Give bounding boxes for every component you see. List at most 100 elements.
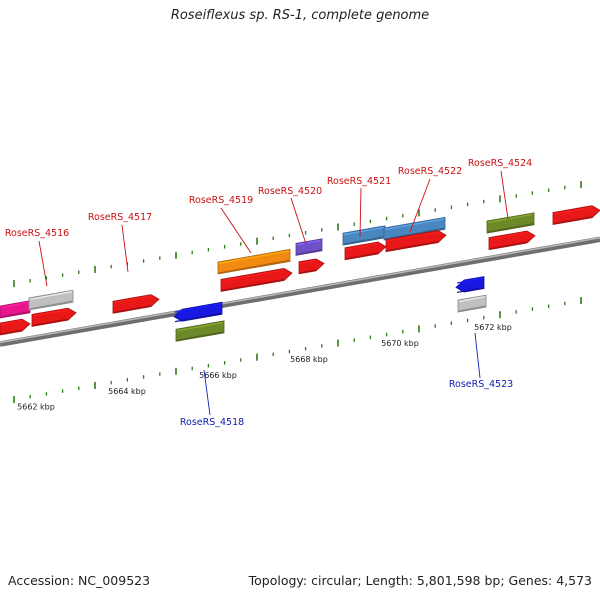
genome-backbone-layer	[0, 236, 600, 347]
genome-summary-text: Topology: circular; Length: 5,801,598 bp…	[248, 573, 592, 588]
scale-label-kbp: 5670 kbp	[381, 339, 419, 348]
gene-feature-gray-body	[28, 289, 74, 311]
gene-feature-cds-shadow	[299, 269, 317, 274]
gene-feature-purple-shadow	[296, 249, 322, 255]
gene-label-leader	[500, 170, 509, 220]
gene-feature-olive-highlight	[176, 321, 224, 332]
gene-label-leader	[474, 332, 481, 379]
gene-feature-cds-body	[220, 268, 293, 292]
gene-label-leader	[359, 187, 362, 238]
gene-label-leader	[38, 240, 48, 287]
gene-label: RoseRS_4516	[5, 228, 69, 239]
gene-feature-olive-shadow	[487, 223, 534, 233]
labels: 5662 kbp 5664 kbp 5666 kbp 5668 kbp 5670 kbp…	[5, 158, 532, 428]
gene-feature-blue	[455, 276, 485, 294]
gene-feature-blue-shadow	[174, 312, 222, 323]
gene-feature-olive-body	[175, 320, 225, 342]
gene-feature-cds-shadow	[386, 240, 439, 252]
gene-feature-olive	[175, 320, 225, 342]
gene-feature-blue-shadow	[456, 286, 484, 294]
gene-feature-orange	[217, 248, 291, 275]
gene-feature-blue	[173, 301, 223, 323]
gene-feature-cds-shadow	[489, 241, 528, 250]
gene-feature-cds-body	[385, 230, 447, 253]
gene-feature-cds-highlight	[299, 259, 317, 264]
gene-feature-cds-highlight	[553, 206, 593, 215]
gene-feature-cds-shadow	[0, 329, 23, 335]
gene-feature-steel	[383, 216, 446, 241]
gene-feature-purple-highlight	[296, 239, 322, 246]
gene-feature-blue-highlight	[456, 277, 484, 284]
gene-feature-gray-shadow	[29, 300, 73, 310]
accession-text: Accession: NC_009523	[8, 573, 151, 588]
gene-feature-cds-highlight	[113, 295, 152, 304]
scale-label-kbp: 5664 kbp	[108, 387, 146, 396]
scale-label-kbp: 5666 kbp	[199, 371, 237, 380]
gene-feature-pink-body	[0, 300, 31, 319]
gene-feature-cds-body	[344, 241, 387, 261]
gene-feature-orange-shadow	[218, 259, 290, 274]
gene-label-leader	[409, 178, 431, 233]
gene-feature-cds-shadow	[553, 216, 593, 225]
gene-features	[0, 205, 600, 342]
gene-feature-steel-shadow	[343, 236, 385, 245]
gene-feature-cds	[31, 307, 77, 327]
gene-label: RoseRS_4523	[449, 379, 513, 390]
gene-feature-cds-body	[112, 294, 160, 314]
gene-feature-gray	[457, 294, 487, 313]
gene-label: RoseRS_4524	[468, 158, 532, 169]
gene-feature-cds-highlight	[489, 231, 528, 240]
gene-feature-cds-highlight	[32, 309, 69, 317]
map-title: Roseiflexus sp. RS-1, complete genome	[170, 8, 430, 23]
gene-feature-cds-body	[31, 307, 77, 327]
gene-feature-steel-body	[383, 216, 446, 241]
gene-feature-pink	[0, 300, 31, 319]
gene-feature-cds-shadow	[32, 318, 69, 327]
gene-label: RoseRS_4520	[258, 186, 322, 197]
gene-label-leader	[220, 207, 252, 254]
gene-feature-gray-highlight	[458, 296, 486, 303]
gene-feature-cds-highlight	[345, 242, 379, 250]
gene-feature-cds-body	[552, 205, 600, 225]
gene-feature-steel-highlight	[343, 226, 385, 236]
gene-feature-cds	[112, 294, 160, 314]
gene-feature-purple	[295, 238, 323, 256]
gene-feature-cds	[385, 230, 447, 253]
gene-label: RoseRS_4522	[398, 166, 462, 177]
gene-feature-olive	[486, 212, 535, 234]
gene-feature-pink-highlight	[0, 301, 30, 309]
gene-label-leader	[290, 197, 307, 245]
gene-feature-cds	[344, 241, 387, 261]
gene-label: RoseRS_4519	[189, 195, 253, 206]
gene-feature-cds	[220, 268, 293, 292]
gene-label: RoseRS_4517	[88, 212, 152, 223]
gene-feature-cds-shadow	[345, 252, 379, 260]
gene-label-leader	[121, 224, 129, 273]
gene-feature-cds	[298, 258, 325, 275]
gene-feature-cds	[0, 318, 31, 336]
gene-feature-steel-shadow	[384, 227, 445, 240]
gene-feature-cds-highlight	[386, 231, 439, 242]
gene-feature-orange-body	[217, 248, 291, 275]
gene-feature-cds-shadow	[113, 305, 152, 313]
gene-feature-cds	[552, 205, 600, 225]
gene-feature-blue-body	[173, 301, 223, 322]
gene-feature-gray-highlight	[29, 291, 73, 301]
gene-label: RoseRS_4518	[180, 417, 244, 428]
gene-feature-steel-highlight	[384, 218, 445, 231]
gene-feature-cds-shadow	[221, 278, 285, 292]
gene-feature-blue-highlight	[174, 303, 222, 313]
genome-backbone	[0, 236, 600, 347]
gene-feature-cds-highlight	[221, 269, 285, 282]
gene-feature-cds-highlight	[0, 320, 23, 326]
gene-feature-olive-highlight	[487, 213, 534, 224]
gene-label-leader	[203, 369, 211, 416]
scale-label-kbp: 5662 kbp	[17, 403, 55, 412]
gene-feature-olive-body	[486, 212, 535, 234]
gene-feature-cds	[488, 230, 536, 251]
gene-label: RoseRS_4521	[327, 176, 391, 187]
scale-label-kbp: 5672 kbp	[474, 323, 512, 332]
gene-feature-olive-shadow	[176, 331, 224, 341]
gene-feature-cds-body	[488, 230, 536, 251]
